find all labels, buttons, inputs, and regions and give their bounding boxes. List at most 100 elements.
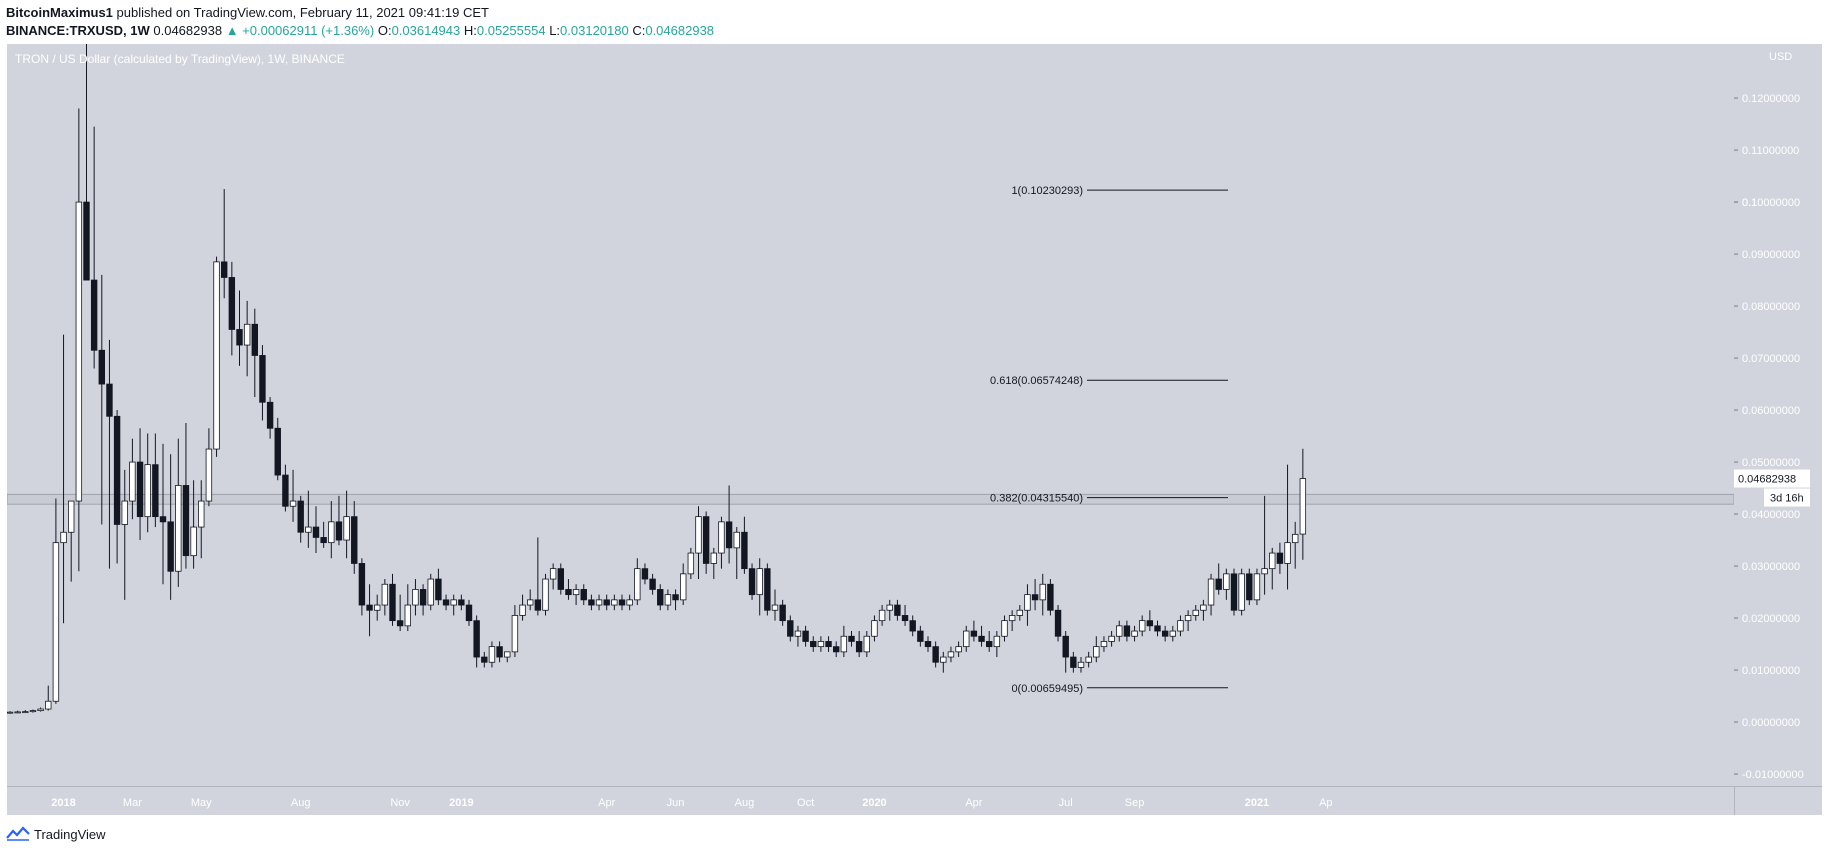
- price-tick-label: -0.01000000: [1742, 769, 1804, 781]
- candle-body: [1146, 620, 1154, 627]
- candle: [549, 563, 557, 590]
- price-axis: 0.1 0.12000000 0.11000000 0.10000000 0.09000…: [1734, 51, 1810, 781]
- candle: [29, 709, 37, 713]
- candle: [1108, 631, 1115, 647]
- candle: [198, 480, 205, 559]
- price-tick-label: 0.05000000: [1742, 457, 1800, 469]
- chart-title: TRON / US Dollar (calculated by TradingV…: [15, 52, 345, 66]
- candle: [733, 527, 740, 580]
- candle: [848, 631, 855, 647]
- candle: [1223, 568, 1230, 600]
- candle: [680, 563, 687, 606]
- candle-body: [534, 599, 542, 611]
- time-tick-label: 2021: [1245, 797, 1269, 809]
- candle: [458, 594, 465, 611]
- candle-body: [1062, 635, 1069, 658]
- candle: [228, 261, 236, 356]
- candle: [725, 485, 733, 564]
- candle: [710, 547, 717, 580]
- candle-body: [940, 656, 947, 663]
- candle: [833, 641, 840, 658]
- high-value: 0.05255554: [476, 23, 546, 38]
- candle-body: [396, 620, 404, 627]
- price-scale[interactable]: 0.1 0.12000000 0.11000000 0.10000000 0.09000…: [1734, 44, 1822, 786]
- footer: TradingView: [6, 824, 106, 844]
- candle: [611, 594, 618, 611]
- time-scale[interactable]: 2018 Mar May Aug Nov 2019 Apr Jun Aug Oct 2020 Apr J…: [7, 786, 1734, 815]
- candle: [320, 521, 327, 548]
- candle: [817, 636, 825, 652]
- candle-body: [320, 537, 327, 544]
- candle-body: [297, 500, 304, 533]
- candle-body: [588, 599, 595, 606]
- candle: [68, 500, 75, 582]
- candle-body: [1024, 594, 1031, 611]
- candle-body: [1054, 609, 1062, 637]
- candle-body: [435, 578, 442, 601]
- candle-body: [29, 710, 37, 713]
- candle-body: [718, 521, 725, 554]
- candle-body: [565, 589, 572, 596]
- candle-body: [1246, 573, 1253, 601]
- candle: [473, 615, 480, 668]
- candle: [297, 495, 304, 543]
- candle: [511, 605, 519, 658]
- time-tick-label: Aug: [291, 797, 311, 809]
- candle-body: [1039, 583, 1046, 601]
- candle: [1161, 625, 1169, 642]
- candle-body: [1200, 604, 1207, 611]
- candle-body: [366, 604, 373, 611]
- candle: [450, 594, 457, 616]
- candle-body: [1192, 609, 1199, 616]
- candle: [1215, 563, 1222, 595]
- candle: [1154, 620, 1161, 637]
- candle: [175, 438, 182, 587]
- candle-body: [511, 615, 519, 653]
- candle: [588, 594, 595, 611]
- low-value: 0.03120180: [560, 23, 629, 38]
- candle-body: [657, 589, 664, 606]
- candle-body: [1215, 578, 1222, 590]
- candle-body: [182, 485, 190, 557]
- candle-body: [947, 651, 955, 658]
- candle-body: [970, 630, 978, 637]
- publish-info: published on TradingView.com, February 1…: [116, 5, 489, 20]
- candle: [305, 490, 312, 548]
- candle-body: [75, 201, 83, 502]
- candle: [940, 651, 947, 673]
- candle: [718, 516, 725, 569]
- candle-body: [1031, 594, 1039, 601]
- candle: [83, 44, 90, 281]
- candle-body: [1070, 656, 1077, 668]
- candle: [1100, 636, 1108, 652]
- candle: [641, 563, 649, 585]
- candle: [90, 126, 98, 369]
- open-value: 0.03614943: [391, 23, 461, 38]
- brand-name[interactable]: TradingView: [34, 826, 106, 842]
- candle: [1131, 625, 1138, 642]
- candle-body: [1085, 656, 1092, 663]
- candle-body: [83, 201, 90, 281]
- candle: [863, 631, 870, 658]
- candle: [1269, 547, 1276, 590]
- candle: [794, 625, 802, 647]
- candle-body: [312, 526, 320, 538]
- candle: [427, 573, 434, 611]
- candle-body: [343, 516, 350, 541]
- candle-body: [213, 261, 220, 450]
- candle-body: [1123, 625, 1131, 637]
- candle: [978, 625, 985, 647]
- candle-body: [664, 594, 672, 606]
- author-name[interactable]: BitcoinMaximus1: [6, 5, 113, 20]
- time-tick-label: Ap: [1319, 797, 1332, 809]
- candle-body: [412, 589, 419, 606]
- candle-body: [1139, 620, 1146, 632]
- candle: [603, 594, 610, 611]
- candle: [289, 469, 297, 522]
- candle-body: [725, 521, 733, 549]
- candle: [1177, 615, 1184, 637]
- plot-area[interactable]: 1(0.10230293) 0.618(0.06574248) 0.382(0.04…: [7, 44, 1734, 786]
- price-tick-label: 0.04000000: [1742, 509, 1800, 521]
- candle: [1001, 615, 1008, 642]
- candlestick-chart[interactable]: 1(0.10230293) 0.618(0.06574248) 0.382(0.04…: [7, 44, 1734, 786]
